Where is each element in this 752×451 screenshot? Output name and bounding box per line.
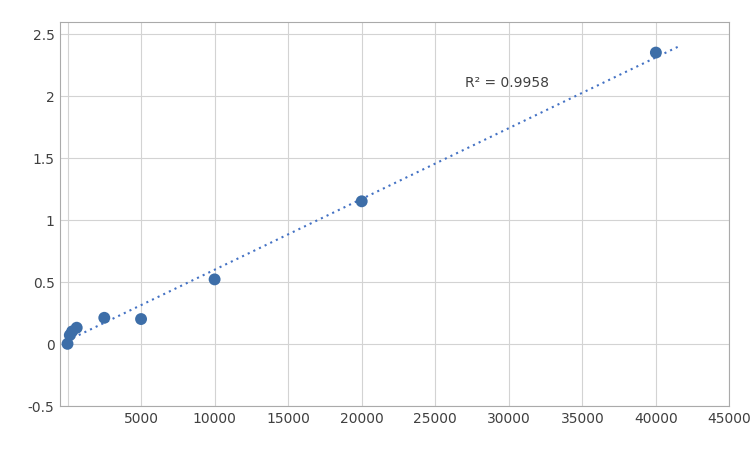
Point	[135, 316, 147, 323]
Point	[66, 328, 78, 335]
Point	[64, 332, 76, 339]
Point	[208, 276, 220, 283]
Point	[356, 198, 368, 206]
Point	[650, 50, 662, 57]
Point	[62, 341, 74, 348]
Text: R² = 0.9958: R² = 0.9958	[465, 76, 549, 90]
Point	[71, 324, 83, 331]
Point	[99, 314, 111, 322]
